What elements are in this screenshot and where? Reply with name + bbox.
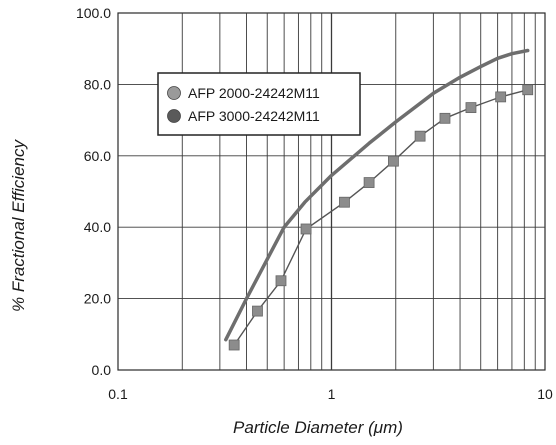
data-point-afp-2000 bbox=[252, 305, 263, 317]
data-point-afp-2000 bbox=[275, 275, 287, 287]
y-tick-label: 40.0 bbox=[84, 219, 111, 235]
x-tick-label: 1 bbox=[328, 386, 336, 402]
data-point-afp-2000 bbox=[414, 130, 426, 142]
series-line-afp-3000 bbox=[224, 48, 530, 342]
data-point-afp-2000 bbox=[465, 102, 477, 114]
y-tick-label: 0.0 bbox=[92, 362, 112, 378]
data-point-afp-2000 bbox=[495, 91, 507, 103]
data-point-afp-2000 bbox=[439, 112, 451, 124]
data-point-afp-2000 bbox=[228, 339, 240, 351]
data-point-afp-2000 bbox=[339, 196, 350, 208]
y-axis-title: % Fractional Efficiency bbox=[9, 139, 28, 312]
data-point-afp-2000 bbox=[300, 223, 312, 235]
legend: AFP 2000-24242M11 AFP 3000-24242M11 bbox=[157, 72, 361, 136]
data-point-afp-2000 bbox=[363, 177, 375, 188]
legend-box bbox=[157, 72, 361, 136]
y-tick-label: 60.0 bbox=[84, 148, 111, 164]
tick-labels: 0.0 20.0 40.0 60.0 80.0 100.0 0.1 1 10 bbox=[76, 5, 553, 402]
legend-marker bbox=[167, 86, 181, 100]
y-tick-label: 100.0 bbox=[76, 5, 111, 21]
x-axis-title: Particle Diameter (μm) bbox=[233, 418, 403, 437]
plot-area bbox=[224, 48, 534, 351]
data-point-afp-2000 bbox=[388, 155, 399, 167]
x-tick-label: 10 bbox=[537, 386, 553, 402]
data-point-afp-2000 bbox=[522, 84, 534, 96]
legend-marker bbox=[167, 109, 181, 123]
y-tick-label: 80.0 bbox=[84, 76, 111, 92]
legend-label: AFP 3000-24242M11 bbox=[188, 108, 320, 124]
y-tick-label: 20.0 bbox=[84, 291, 111, 307]
x-tick-label: 0.1 bbox=[108, 386, 128, 402]
legend-label: AFP 2000-24242M11 bbox=[188, 85, 320, 101]
